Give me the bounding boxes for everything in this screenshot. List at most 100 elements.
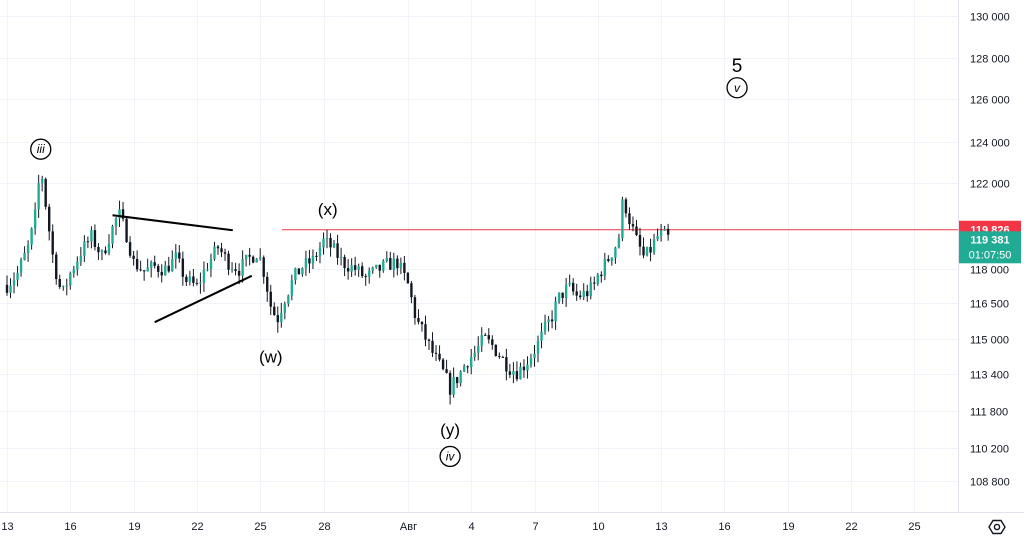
wave-label-circle xyxy=(439,445,461,468)
wave-labels: iii (w) (x) (y) iv 5 v xyxy=(30,56,748,468)
candle-body xyxy=(69,273,72,286)
candle-body xyxy=(62,285,65,287)
candle-body xyxy=(582,291,585,298)
candle-body xyxy=(441,359,445,370)
candle-body xyxy=(529,358,533,365)
candle-body xyxy=(589,282,592,297)
candle-body xyxy=(153,262,156,266)
x-tick-label: 13 xyxy=(1,521,13,533)
candle-body xyxy=(255,258,258,263)
candle-body xyxy=(248,254,251,257)
y-tick-label: 113 400 xyxy=(970,370,1009,382)
candle-body xyxy=(350,265,353,272)
candle-body xyxy=(466,366,469,368)
candle-body xyxy=(311,255,315,264)
candle-body xyxy=(519,366,522,380)
x-tick-label: 28 xyxy=(318,521,330,533)
candle-body xyxy=(297,268,301,275)
candle-body xyxy=(392,258,396,270)
candle-body xyxy=(579,295,582,298)
candle-body xyxy=(438,353,441,360)
candle-body xyxy=(178,252,181,259)
candle-body xyxy=(617,238,621,248)
candle-body xyxy=(262,257,265,277)
candle-body xyxy=(167,265,170,272)
candle-body xyxy=(631,224,635,227)
candle-body xyxy=(557,292,561,302)
candle-body xyxy=(508,371,512,375)
x-tick-label: 19 xyxy=(782,521,794,533)
y-tick-label: 110 200 xyxy=(970,444,1009,456)
candle-body xyxy=(146,267,149,272)
candle-body xyxy=(353,265,357,270)
candle-body xyxy=(318,247,322,257)
candlesticks xyxy=(5,174,670,405)
trendline[interactable] xyxy=(112,214,233,232)
candle-body xyxy=(420,321,424,325)
candle-body xyxy=(93,230,97,247)
last-price-label: 119 381 xyxy=(970,234,1009,246)
candle-body xyxy=(575,291,578,296)
candle-body xyxy=(550,319,554,322)
candle-body xyxy=(142,270,146,272)
x-tick-label: 25 xyxy=(254,521,266,533)
y-tick-label: 118 000 xyxy=(970,265,1009,277)
candle-body xyxy=(396,258,399,269)
candle-body xyxy=(195,282,199,284)
candle-body xyxy=(663,228,666,231)
x-tick-label: 16 xyxy=(64,521,76,533)
candle-body xyxy=(554,301,557,322)
candle-body xyxy=(403,262,406,273)
candle-body xyxy=(118,209,121,219)
candle-body xyxy=(417,317,420,322)
candle-body xyxy=(431,340,434,353)
grid xyxy=(0,0,958,512)
candle-body xyxy=(234,269,237,271)
candle-body xyxy=(114,218,118,227)
candle-body xyxy=(487,335,490,340)
triangle-trendlines[interactable] xyxy=(112,214,253,324)
candle-body xyxy=(132,255,135,259)
wave-label-five: 5 xyxy=(732,56,743,77)
candle-body xyxy=(244,254,248,260)
chart-settings-button[interactable] xyxy=(985,517,1009,537)
candle-body xyxy=(610,257,614,262)
candle-body xyxy=(294,268,297,281)
candle-body xyxy=(37,183,40,210)
time-axis[interactable]: 13 16 19 22 25 28 Авг 4 7 10 13 16 19 22 25 xyxy=(1,521,920,533)
y-tick-label: 126 000 xyxy=(970,95,1010,107)
candle-body xyxy=(125,218,128,243)
y-tick-label: 115 000 xyxy=(970,335,1009,347)
price-axis[interactable]: 130 000 128 000 126 000 124 000 122 000 118 0… xyxy=(970,12,1010,489)
candle-body xyxy=(389,257,392,270)
candle-body xyxy=(448,372,452,395)
candle-body xyxy=(477,346,480,353)
candle-body xyxy=(44,178,47,207)
wave-label-v: v xyxy=(734,81,741,95)
candle-body xyxy=(135,258,139,270)
candle-body xyxy=(364,276,367,278)
candle-body xyxy=(199,282,202,284)
candle-body xyxy=(512,371,515,375)
candle-body xyxy=(603,259,607,277)
candle-body xyxy=(498,355,501,357)
trendline[interactable] xyxy=(154,274,253,324)
wave-label-iv: iv xyxy=(446,449,456,463)
candle-body xyxy=(237,270,241,276)
candle-body xyxy=(139,269,142,271)
wave-label-y: (y) xyxy=(440,421,460,440)
candle-body xyxy=(410,283,413,298)
candle-body xyxy=(30,228,33,245)
candle-body xyxy=(90,230,93,242)
candle-body xyxy=(645,246,649,256)
candle-body xyxy=(339,256,343,258)
candle-body xyxy=(484,334,487,336)
candle-body xyxy=(614,247,617,258)
y-tick-label: 111 800 xyxy=(970,407,1008,419)
candle-body xyxy=(40,178,44,184)
x-tick-label: 22 xyxy=(191,521,203,533)
candle-body xyxy=(491,339,494,345)
y-tick-label: 122 000 xyxy=(970,179,1010,191)
